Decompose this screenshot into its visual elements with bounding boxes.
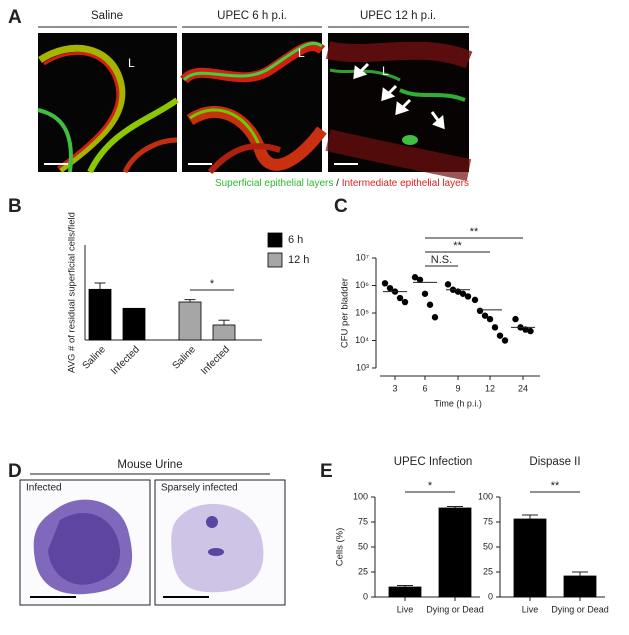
micrograph bbox=[37, 33, 179, 174]
bar bbox=[88, 288, 112, 341]
y-tick-label: 50 bbox=[358, 541, 368, 551]
bar bbox=[388, 586, 422, 598]
significance-label: ** bbox=[551, 480, 560, 492]
y-axis-label: Cells (%) bbox=[335, 528, 346, 567]
y-tick-label: 75 bbox=[483, 516, 493, 526]
x-tick-label: 6 bbox=[422, 383, 427, 393]
data-point bbox=[416, 276, 424, 284]
data-point bbox=[527, 327, 534, 335]
caption-green: Superficial epithelial layers bbox=[215, 178, 333, 189]
panel-label: E bbox=[320, 461, 333, 482]
y-tick-label: 10³ bbox=[356, 362, 369, 372]
caption: Superficial epithelial layers / Intermed… bbox=[215, 178, 469, 189]
data-point bbox=[386, 284, 394, 292]
y-tick-label: 0 bbox=[363, 591, 368, 601]
significance-label: ** bbox=[470, 226, 479, 238]
x-tick-label: Saline bbox=[171, 344, 199, 372]
smear-title: Mouse Urine bbox=[117, 459, 182, 471]
data-point bbox=[426, 301, 434, 308]
data-point bbox=[464, 293, 472, 300]
panel-label: A bbox=[8, 7, 22, 28]
y-tick-label: 75 bbox=[358, 516, 368, 526]
data-point bbox=[396, 294, 404, 302]
data-point bbox=[476, 307, 484, 315]
data-point bbox=[491, 324, 499, 331]
data-point bbox=[421, 290, 429, 297]
y-tick-label: 25 bbox=[483, 566, 493, 576]
panel-label: D bbox=[8, 461, 22, 482]
data-point bbox=[401, 298, 409, 306]
x-tick-label: 3 bbox=[392, 383, 397, 393]
data-point bbox=[411, 274, 419, 281]
smear-label: Infected bbox=[26, 483, 62, 494]
data-point bbox=[501, 337, 509, 344]
lumen-label: L bbox=[128, 56, 135, 70]
significance-label: N.S. bbox=[431, 254, 452, 266]
data-point bbox=[431, 314, 439, 321]
data-point bbox=[381, 280, 389, 287]
data-point bbox=[496, 332, 504, 339]
data-point bbox=[522, 326, 529, 333]
y-axis-label: AVG # of residual superficial cells/fiel… bbox=[67, 212, 78, 373]
smear-image bbox=[154, 479, 286, 606]
y-tick-label: 10⁴ bbox=[355, 335, 369, 345]
x-tick-label: 24 bbox=[518, 383, 528, 393]
lumen-label: L bbox=[298, 46, 305, 60]
bar bbox=[563, 575, 597, 598]
micrograph bbox=[180, 33, 327, 175]
smear-image bbox=[19, 479, 151, 606]
y-tick-label: 10⁵ bbox=[355, 307, 369, 317]
x-tick-label: Dying or Dead bbox=[426, 604, 484, 614]
data-point bbox=[459, 290, 467, 297]
panel-label: C bbox=[334, 196, 348, 217]
y-tick-label: 50 bbox=[483, 541, 493, 551]
legend-swatch bbox=[267, 232, 283, 248]
bar bbox=[513, 518, 547, 598]
micrograph bbox=[325, 33, 473, 181]
micrograph-title: Saline bbox=[91, 10, 123, 22]
y-tick-label: 100 bbox=[478, 491, 493, 501]
smear-label: Sparsely infected bbox=[161, 483, 238, 494]
y-tick-label: 25 bbox=[358, 566, 368, 576]
caption-red: Intermediate epithelial layers bbox=[342, 178, 469, 189]
data-point bbox=[481, 312, 489, 319]
significance-label: ** bbox=[453, 240, 462, 252]
significance-label: * bbox=[210, 278, 215, 290]
panel-label: B bbox=[8, 196, 22, 217]
bar bbox=[212, 324, 236, 341]
x-tick-label: Dying or Dead bbox=[551, 604, 609, 614]
legend-label: 6 h bbox=[288, 234, 303, 246]
legend-swatch bbox=[267, 252, 283, 268]
y-tick-label: 100 bbox=[353, 491, 368, 501]
bar bbox=[178, 301, 202, 341]
y-tick-label: 0 bbox=[488, 591, 493, 601]
x-tick-label: Live bbox=[522, 604, 539, 614]
x-tick-label: Infected bbox=[199, 344, 232, 377]
x-tick-label: 12 bbox=[485, 383, 495, 393]
bar bbox=[122, 307, 146, 341]
data-point bbox=[444, 281, 452, 288]
x-tick-label: Infected bbox=[109, 344, 142, 377]
chart-title: Dispase II bbox=[529, 456, 580, 468]
micrograph-title: UPEC 12 h p.i. bbox=[360, 10, 436, 22]
legend-label: 12 h bbox=[288, 254, 309, 266]
lumen-label: L bbox=[382, 64, 389, 78]
caption-separator: / bbox=[336, 178, 339, 189]
significance-label: * bbox=[428, 480, 433, 492]
bar bbox=[438, 507, 472, 598]
data-point bbox=[512, 315, 519, 323]
y-tick-label: 10⁷ bbox=[356, 252, 369, 262]
chart-title: UPEC Infection bbox=[394, 456, 473, 468]
x-axis-label: Time (h p.i.) bbox=[434, 398, 482, 408]
y-tick-label: 10⁶ bbox=[355, 280, 369, 290]
x-tick-label: 9 bbox=[455, 383, 460, 393]
x-tick-label: Saline bbox=[81, 344, 109, 372]
data-point bbox=[471, 296, 479, 304]
micrograph-title: UPEC 6 h p.i. bbox=[217, 10, 287, 22]
x-tick-label: Live bbox=[397, 604, 414, 614]
data-point bbox=[486, 315, 494, 323]
y-axis-label: CFU per bladder bbox=[340, 278, 351, 348]
